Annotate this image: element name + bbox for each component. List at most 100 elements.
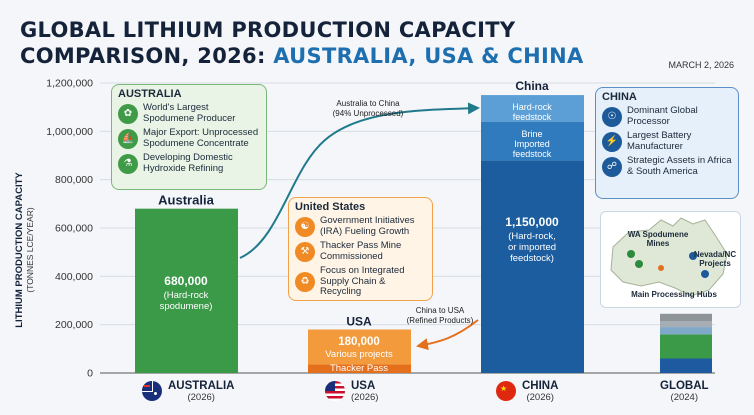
list-item: ⚒ Thacker Pass Mine Commissioned: [295, 240, 426, 262]
ship-icon: ⛵: [118, 128, 138, 149]
list-item: ⛵ Major Export: Unprocessed Spodumene Con…: [118, 127, 260, 149]
bar-note: (Hard-rock,: [508, 231, 556, 242]
us-info-panel: United States ☯ Government Initiatives (I…: [288, 197, 433, 301]
australia-to-china-arrow: [239, 102, 480, 259]
map-label-hubs: Main Processing Hubs: [631, 290, 717, 299]
bar: [135, 208, 238, 373]
segment-label: Imported: [514, 139, 550, 149]
list-item: ⚡ Largest Battery Manufacturer: [602, 130, 732, 152]
us-item-1: Government Initiatives (IRA) Fueling Gro…: [320, 215, 415, 237]
australia-map-inset: WA Spodumene Mines Nevada/NC Projects Ma…: [600, 211, 741, 308]
segment-label: feedstock: [513, 112, 552, 122]
category-label-global: GLOBAL: [660, 380, 709, 392]
y-axis-label: LITHIUM PRODUCTION CAPACITY: [14, 172, 25, 328]
y-tick-label: 1,000,000: [46, 126, 93, 138]
china-usa-annotation-sub: (Refined Products): [407, 316, 474, 325]
y-tick-label: 200,000: [55, 319, 93, 331]
category-usa: USA (2026): [325, 380, 378, 403]
flask-icon: ⚗: [118, 153, 138, 174]
y-tick-label: 0: [87, 368, 93, 380]
australia-info-panel: AUSTRALIA ✿ World's Largest Spodumene Pro…: [111, 84, 267, 190]
battery-icon: ⚡: [602, 131, 622, 152]
australia-item-1: World's Largest Spodumene Producer: [143, 102, 236, 124]
aus-china-annotation: Australia to China: [336, 99, 400, 108]
china-flag-icon: ★: [496, 381, 516, 401]
category-year-china: (2026): [526, 392, 554, 403]
australia-item-2: Major Export: Unprocessed Spodumene Conc…: [143, 127, 259, 149]
bars: [135, 95, 712, 373]
segment-label: Hard-rock: [512, 102, 552, 112]
category-global: GLOBAL (2024): [660, 380, 709, 403]
bar-segment: [481, 95, 584, 122]
segment-label: feedstock: [513, 149, 552, 159]
list-item: ⚗ Developing Domestic Hydroxide Refining: [118, 152, 260, 174]
y-axis: 0 200,000 400,000 600,000 800,000 1,000,000 1,…: [46, 78, 93, 380]
bar-segment: [660, 327, 712, 335]
china-info-panel: CHINA ☉ Dominant Global Processor ⚡ Larges…: [595, 87, 739, 199]
bar-segment: [660, 358, 712, 373]
data-label: 180,000: [338, 336, 380, 348]
y-tick-label: 1,200,000: [46, 78, 93, 90]
bar-segment: [481, 121, 584, 161]
list-item: ☉ Dominant Global Processor: [602, 105, 732, 127]
australia-map-icon: [610, 217, 728, 297]
chart-title-line1: GLOBAL LITHIUM PRODUCTION CAPACITY: [20, 18, 516, 42]
bar-name-label: Australia: [158, 193, 214, 208]
bar-name-label: USA: [346, 315, 372, 329]
y-tick-label: 600,000: [55, 223, 93, 235]
aus-china-annotation-sub: (94% Unprocessed): [333, 109, 404, 118]
bar-segment: [660, 334, 712, 359]
chart-title-line2: COMPARISON, 2026: AUSTRALIA, USA & CHINA: [20, 44, 584, 68]
australia-flag-icon: [142, 381, 162, 401]
map-label-nevada: Nevada/NC Projects: [693, 250, 737, 268]
bar-segment: [660, 321, 712, 328]
segment-label: Thacker Pass: [330, 363, 388, 374]
bar-note: spodumene): [160, 301, 213, 312]
category-australia: AUSTRALIA (2026): [142, 380, 234, 403]
bar-segment: [481, 160, 584, 373]
y-tick-label: 800,000: [55, 174, 93, 186]
china-item-1: Dominant Global Processor: [627, 105, 698, 127]
map-label-wa: WA Spodumene Mines: [627, 230, 689, 248]
list-item: ✿ World's Largest Spodumene Producer: [118, 102, 260, 124]
recycle-icon: ♻: [295, 271, 315, 292]
category-year-usa: (2026): [351, 392, 379, 403]
china-panel-heading: CHINA: [602, 91, 637, 103]
y-tick-label: 400,000: [55, 271, 93, 283]
bar-note: feedstock): [510, 253, 554, 264]
bar-segment: [660, 313, 712, 322]
bar-note: or imported: [508, 242, 556, 253]
us-item-3: Focus on Integrated Supply Chain & Recyc…: [320, 265, 405, 297]
world-icon: ☍: [602, 156, 622, 177]
y-axis-unit: (TONNES LCE/YEAR): [25, 207, 35, 293]
australia-panel-heading: AUSTRALIA: [118, 88, 182, 100]
australia-item-3: Developing Domestic Hydroxide Refining: [143, 152, 233, 174]
data-label: 1,150,000: [505, 215, 559, 229]
globe-icon: ☉: [602, 106, 622, 127]
china-usa-annotation: China to USA: [416, 306, 465, 315]
list-item: ☍ Strategic Assets in Africa & South Amer…: [602, 155, 732, 177]
bar-segment: [308, 364, 411, 373]
china-item-2: Largest Battery Manufacturer: [627, 130, 692, 152]
category-year-australia: (2026): [187, 392, 215, 403]
bar-note: Various projects: [325, 349, 393, 360]
bar-name-label: China: [515, 79, 549, 93]
publish-date: MARCH 2, 2026: [668, 60, 734, 70]
title-prefix: COMPARISON, 2026:: [20, 44, 274, 68]
list-item: ♻ Focus on Integrated Supply Chain & Recy…: [295, 265, 426, 298]
usa-flag-icon: [325, 381, 345, 401]
category-year-global: (2024): [670, 392, 699, 403]
title-highlight: AUSTRALIA, USA & CHINA: [273, 44, 584, 68]
category-label-australia: AUSTRALIA: [168, 380, 235, 392]
segment-label: Brine: [521, 129, 542, 139]
pickaxe-icon: ⚒: [295, 241, 315, 262]
us-item-2: Thacker Pass Mine Commissioned: [320, 240, 402, 262]
china-item-3: Strategic Assets in Africa & South Ameri…: [627, 155, 732, 177]
category-label-china: CHINA: [522, 380, 559, 392]
list-item: ☯ Government Initiatives (IRA) Fueling Gr…: [295, 215, 426, 237]
us-panel-heading: United States: [295, 201, 366, 213]
category-label-usa: USA: [351, 380, 376, 392]
